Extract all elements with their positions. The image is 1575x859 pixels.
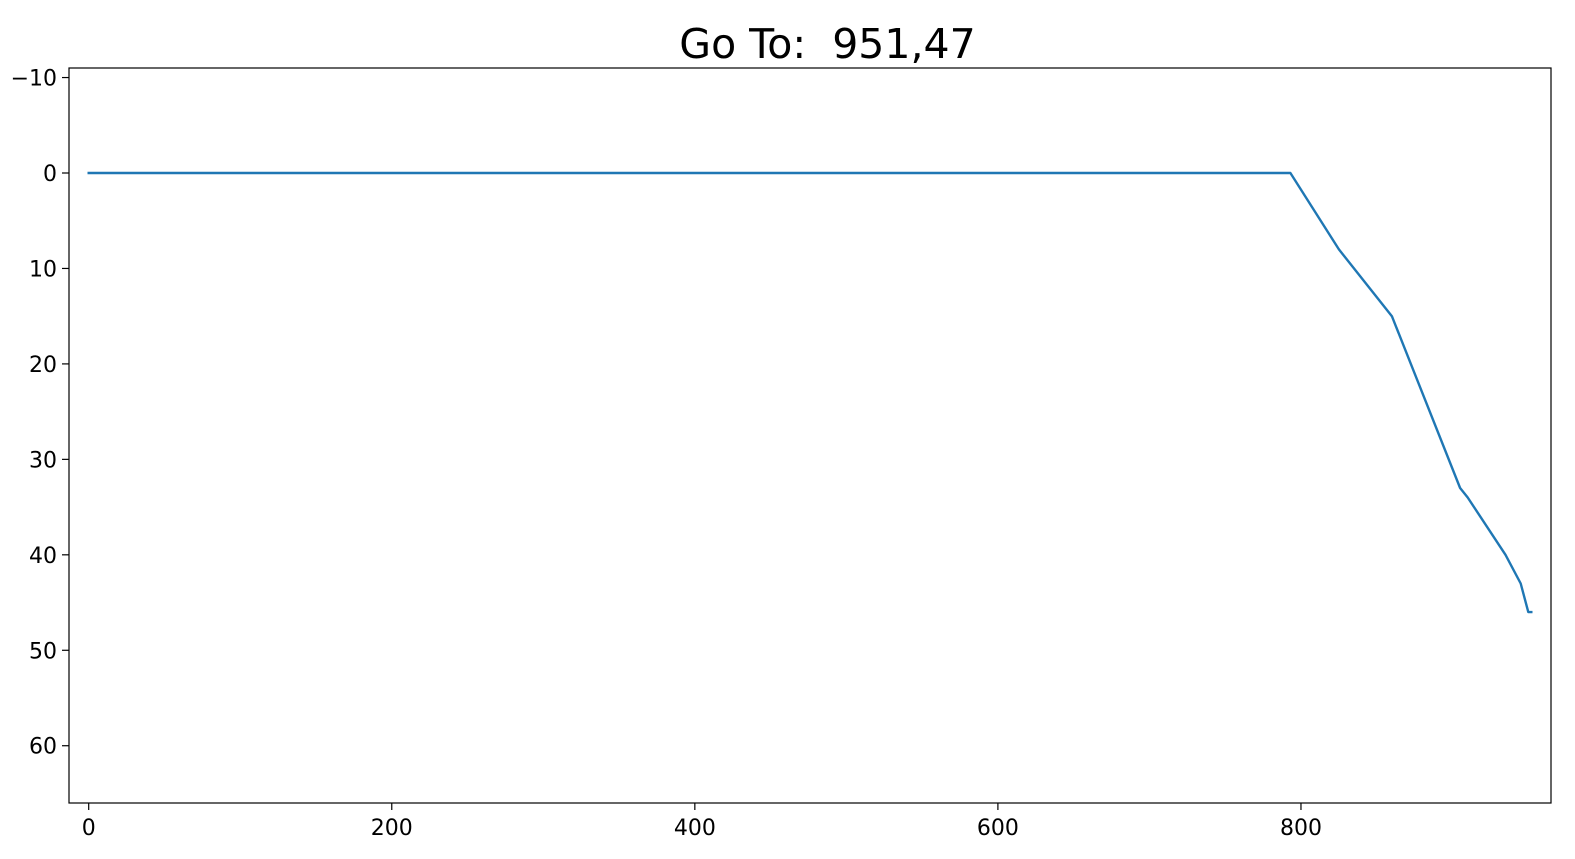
y-tick-label: −10	[11, 67, 57, 92]
y-tick-label: 20	[29, 353, 57, 378]
x-tick-label: 400	[674, 816, 716, 841]
y-tick-label: 60	[29, 735, 57, 760]
plot-frame	[68, 67, 1552, 804]
y-axis: −10 0 10 20 30 40 50 60	[11, 67, 69, 760]
x-tick-label: 200	[371, 816, 413, 841]
x-tick-label: 800	[1280, 816, 1322, 841]
y-tick-label: 10	[29, 257, 57, 282]
series-line	[87, 171, 1533, 614]
y-tick-label: 0	[43, 162, 57, 187]
y-tick-label: 30	[29, 448, 57, 473]
x-tick-label: 0	[82, 816, 96, 841]
y-tick-label: 40	[29, 544, 57, 569]
x-axis: 0 200 400 600 800	[82, 803, 1322, 841]
chart-title: Go To: 951,47	[679, 20, 976, 68]
x-tick-label: 600	[977, 816, 1019, 841]
series-layer	[87, 171, 1533, 614]
y-tick-label: 50	[29, 639, 57, 664]
